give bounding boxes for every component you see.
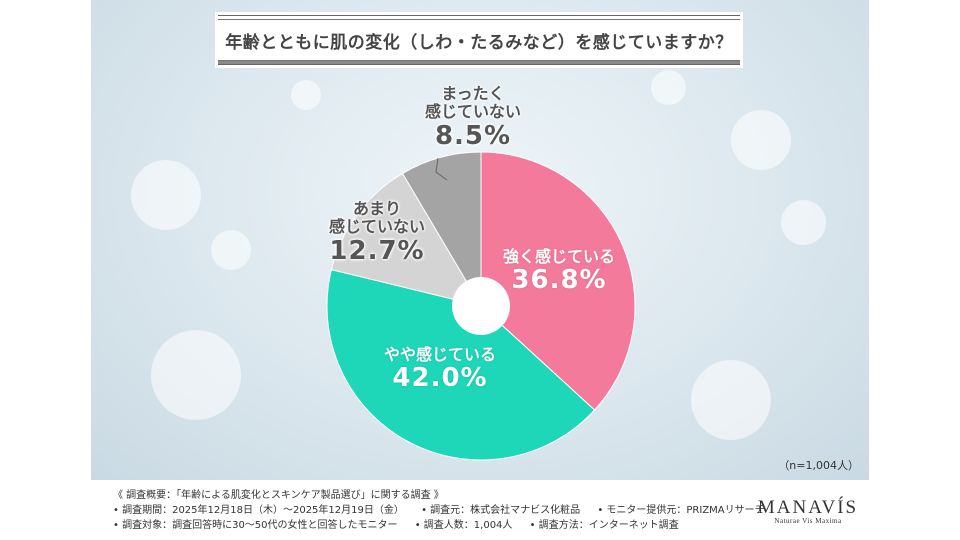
pie-slice-0	[480, 151, 636, 411]
survey-monitor: • モニター提供元：PRIZMAリサーチ	[597, 505, 765, 516]
slice-label-not-much: あまり 感じていない 12.7%	[322, 199, 432, 267]
brand-logo: MANAVÍS Naturae Vis Maxima	[748, 497, 868, 525]
slice-label-not-at-all: まったく 感じていない 8.5%	[418, 84, 528, 152]
slice-value-strong: 36.8%	[511, 265, 607, 296]
survey-overview: 《 調査概要：「年齢による肌変化とスキンケア製品選び」に関する調査 》	[113, 490, 444, 501]
survey-target: • 調査対象：調査回答時に30～50代の女性と回答したモニター	[113, 520, 398, 531]
leader-line	[435, 157, 448, 181]
slice-value-not-much: 12.7%	[329, 235, 425, 266]
sample-size-note: （n=1,004人）	[778, 459, 859, 472]
slice-name-not-at-all-1: まったく	[441, 84, 505, 103]
survey-footer: 《 調査概要：「年齢による肌変化とスキンケア製品選び」に関する調査 》 • 調査…	[113, 488, 779, 533]
bokeh-decoration	[151, 330, 241, 420]
brand-name: MANAVÍS	[757, 497, 859, 518]
bokeh-decoration	[291, 80, 321, 110]
slice-value-not-at-all: 8.5%	[434, 120, 512, 151]
chart-title: 年齢とともに肌の変化（しわ・たるみなど）を感じていますか？	[225, 32, 733, 53]
survey-period: • 調査期間：2025年12月18日（木）～2025年12月19日（金）	[113, 505, 404, 516]
slice-name-not-much-2: 感じていない	[328, 217, 425, 237]
chart-title-box: 年齢とともに肌の変化（しわ・たるみなど）を感じていますか？	[218, 15, 740, 65]
slice-label-somewhat: やや感じている 42.0%	[365, 345, 515, 394]
bokeh-decoration	[781, 200, 826, 245]
bokeh-decoration	[651, 70, 686, 105]
pie-chart	[326, 151, 636, 461]
bokeh-decoration	[731, 110, 791, 170]
survey-count: • 調査人数：1,004人	[414, 520, 513, 531]
slice-value-somewhat: 42.0%	[392, 363, 488, 394]
bokeh-decoration	[211, 230, 251, 270]
brand-tagline: Naturae Vis Maxima	[774, 517, 842, 525]
pie-slice-3	[401, 151, 482, 308]
bokeh-decoration	[691, 360, 771, 440]
slice-name-strong: 強く感じている	[502, 247, 615, 266]
slice-label-strong: 強く感じている 36.8%	[484, 247, 634, 296]
slice-name-somewhat: やや感じている	[383, 345, 496, 364]
survey-method: • 調査方法：インターネット調査	[529, 520, 679, 531]
pie-slice-2	[330, 172, 483, 307]
slice-name-not-at-all-2: 感じていない	[424, 102, 521, 122]
survey-source: • 調査元：株式会社マナビス化粧品	[421, 505, 581, 516]
bokeh-decoration	[131, 160, 201, 230]
slice-name-not-much-1: あまり	[352, 199, 401, 218]
pie-slice-1	[326, 268, 596, 461]
donut-hole	[452, 277, 510, 335]
